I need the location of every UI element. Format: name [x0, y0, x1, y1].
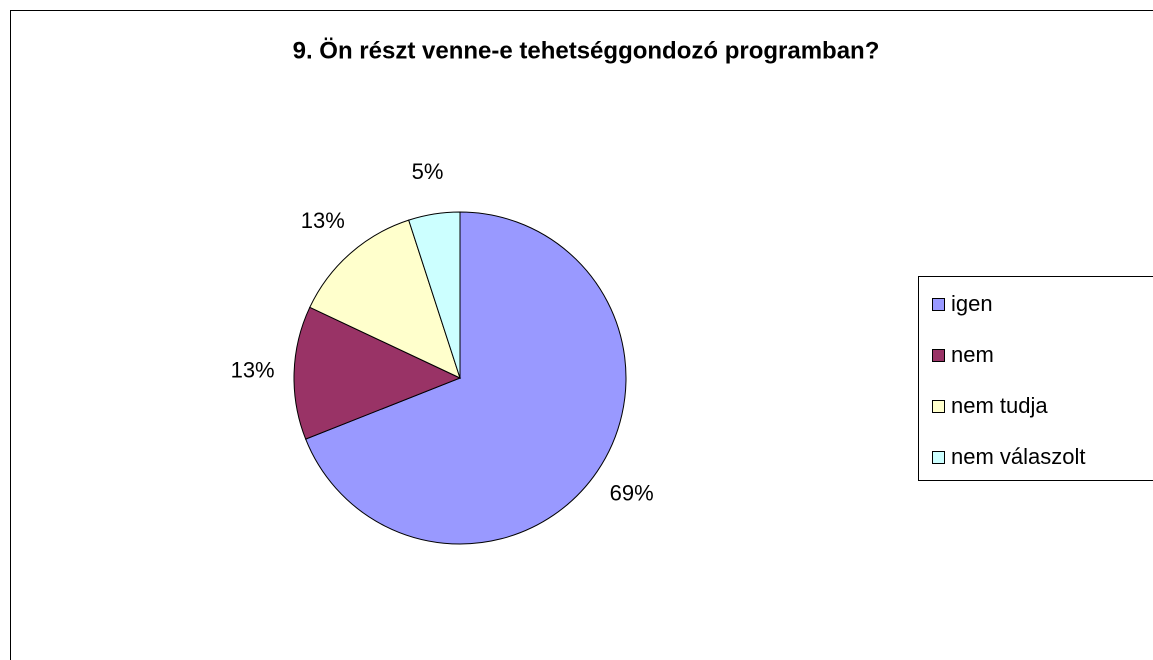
data-label: 69%: [610, 480, 654, 505]
legend-label: nem tudja: [951, 393, 1048, 418]
legend-swatch: [932, 451, 945, 464]
legend-label: nem válaszolt: [951, 444, 1086, 469]
data-label: 13%: [301, 208, 345, 233]
legend-swatch: [932, 298, 945, 311]
pie-slice: [293, 306, 462, 440]
pie-slice: [309, 219, 461, 379]
pie-slice: [408, 211, 461, 379]
data-label: 13%: [231, 357, 275, 382]
data-label: 5%: [412, 159, 444, 184]
pie-slice: [305, 211, 627, 545]
legend-box: [918, 276, 1153, 481]
legend-swatch: [932, 349, 945, 362]
chart-title: 9. Ön részt venne-e tehetséggondozó prog…: [293, 37, 880, 64]
legend-swatch: [932, 400, 945, 413]
legend-label: nem: [951, 342, 994, 367]
legend-label: igen: [951, 291, 993, 316]
